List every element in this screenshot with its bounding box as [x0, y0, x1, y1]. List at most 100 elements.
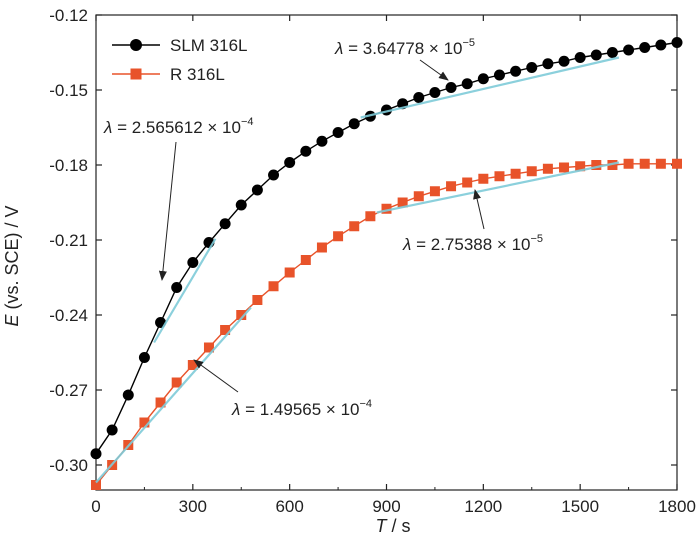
y-tick-label: -0.24 [49, 306, 88, 325]
y-tick-label: -0.18 [49, 156, 88, 175]
data-point-r [510, 168, 521, 179]
data-point-slm [558, 55, 570, 67]
data-point-slm [122, 389, 134, 401]
data-point-slm [268, 169, 280, 181]
data-point-r [397, 197, 408, 208]
x-tick-label: 300 [179, 497, 207, 516]
x-tick-label: 600 [275, 497, 303, 516]
y-tick-label: -0.27 [49, 381, 88, 400]
data-point-r [607, 160, 618, 170]
data-point-r [559, 162, 570, 173]
series-layer [90, 37, 683, 490]
data-point-r [333, 231, 344, 242]
data-point-slm [413, 92, 425, 103]
data-point-slm [251, 184, 263, 196]
data-point-r [462, 177, 473, 188]
x-tick-label: 1500 [561, 497, 599, 516]
x-tick-label: 1800 [658, 497, 696, 516]
data-point-r [591, 160, 602, 170]
data-point-r [300, 255, 311, 265]
data-point-slm [655, 39, 667, 51]
data-point-r [171, 377, 182, 388]
legend-marker-r [130, 68, 142, 80]
data-point-slm [235, 199, 247, 211]
data-point-slm [639, 42, 651, 53]
annotation-arrow-slm-early [158, 141, 177, 281]
data-point-r [494, 171, 505, 182]
data-point-r [284, 267, 295, 278]
data-point-r [155, 397, 166, 408]
annotation-slm-early: λ = 2.565612 × 10−4 [103, 116, 254, 137]
fit-line [376, 161, 620, 214]
data-point-slm [106, 424, 118, 436]
data-point-r [316, 242, 327, 253]
data-point-slm [348, 118, 360, 130]
data-point-r [187, 360, 198, 370]
data-point-slm [623, 44, 635, 56]
annotation-arrow-slm-late [419, 59, 449, 81]
annotation-r-late: λ = 2.75388 × 10−5 [402, 233, 543, 254]
y-tick-label: -0.21 [49, 231, 88, 250]
x-tick-label: 1200 [464, 497, 502, 516]
data-point-slm [316, 135, 328, 147]
x-axis-title: T / s [375, 516, 410, 536]
data-point-slm [332, 127, 344, 138]
data-point-slm [461, 78, 473, 90]
data-point-slm [671, 37, 683, 48]
annotation-arrow-r-early [193, 359, 239, 393]
data-point-r [203, 342, 214, 353]
data-point-slm [477, 73, 489, 85]
data-point-slm [510, 65, 522, 77]
data-point-r [349, 221, 360, 232]
data-point-slm [526, 62, 538, 73]
annotation-r-early: λ = 1.49565 × 10−4 [231, 398, 372, 419]
annotation-arrow-r-late [473, 189, 485, 230]
legend-label-r: R 316L [170, 65, 225, 84]
annotation-slm-late: λ = 3.64778 × 10−5 [334, 37, 475, 58]
annotations: λ = 2.565612 × 10−4 λ = 3.64778 × 10−5 λ… [103, 37, 543, 419]
fit-line [153, 238, 217, 344]
data-point-slm [300, 145, 312, 157]
data-point-slm [542, 58, 554, 70]
data-point-slm [590, 49, 602, 61]
data-point-r [252, 295, 263, 305]
data-point-r [655, 158, 666, 169]
data-point-r [672, 158, 682, 169]
data-point-r [542, 163, 553, 174]
fit-line [360, 56, 620, 119]
data-point-r [236, 310, 247, 320]
data-point-slm [284, 157, 296, 168]
data-point-slm [429, 87, 441, 98]
data-point-r [220, 325, 231, 335]
legend-marker-slm [130, 39, 142, 51]
data-point-r [526, 166, 537, 177]
data-point-r [639, 158, 650, 169]
legend: SLM 316L R 316L [112, 36, 248, 84]
data-point-r [623, 158, 634, 169]
y-axis-title: E (vs. SCE) / V [2, 205, 22, 326]
data-point-r [413, 191, 424, 202]
plot-frame [95, 14, 678, 491]
data-point-r [268, 281, 279, 292]
series-line-slm [95, 41, 678, 455]
fit-line [95, 306, 252, 484]
x-tick-label: 900 [372, 497, 400, 516]
y-tick-label: -0.12 [49, 6, 88, 25]
data-point-r [446, 181, 457, 192]
data-point-slm [187, 257, 199, 268]
data-point-r [365, 211, 376, 222]
data-point-slm [90, 448, 102, 460]
y-tick-label: -0.15 [49, 81, 88, 100]
y-tick-label: -0.30 [49, 456, 88, 475]
data-point-r [91, 480, 101, 490]
plot-border [95, 14, 678, 491]
legend-label-slm: SLM 316L [170, 36, 248, 55]
fit-lines [95, 56, 620, 484]
x-tick-label: 0 [91, 497, 100, 516]
data-point-slm [493, 69, 505, 81]
y-axis: -0.12 -0.15 -0.18 -0.21 -0.24 -0.27 -0.30 [49, 6, 677, 475]
data-point-slm [138, 352, 150, 363]
data-point-r [478, 173, 489, 184]
x-axis: 0 300 600 900 1200 1500 1800 [91, 15, 696, 516]
